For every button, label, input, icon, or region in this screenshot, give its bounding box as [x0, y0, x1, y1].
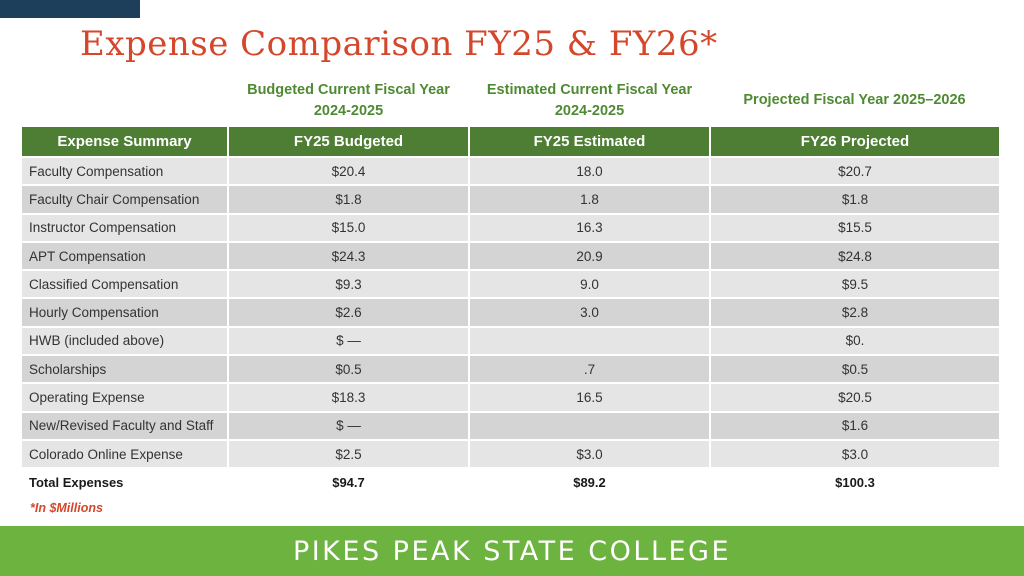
projected-column-heading: Projected Fiscal Year 2025–2026 [710, 90, 999, 111]
budgeted-cell: $15.0 [228, 212, 470, 242]
college-name: PIKES PEAK STATE COLLEGE [292, 535, 732, 567]
row-label: Faculty Compensation [22, 155, 229, 186]
budgeted-cell: $9.3 [228, 269, 470, 299]
projected-cell: $9.5 [710, 269, 999, 299]
estimated-cell: 1.8 [469, 184, 711, 214]
budgeted-cell: $24.3 [228, 240, 470, 271]
total-estimated: $89.2 [469, 467, 711, 496]
estimated-cell: 9.0 [469, 269, 711, 299]
row-label: New/Revised Faculty and Staff [22, 410, 229, 440]
budgeted-heading-line2: 2024-2025 [313, 103, 384, 119]
row-label: Hourly Compensation [22, 297, 229, 327]
budgeted-cell: $2.5 [228, 438, 470, 469]
budgeted-cell: $18.3 [228, 382, 470, 412]
units-note: *In $Millions [30, 501, 103, 515]
table-row: Colorado Online Expense $2.5 $3.0 $3.0 [22, 438, 999, 469]
projected-cell: $1.6 [710, 410, 999, 440]
budgeted-heading-line1: Budgeted Current Fiscal Year [247, 82, 450, 98]
total-label: Total Expenses [22, 467, 229, 496]
projected-cell: $0. [710, 325, 999, 356]
table-row: Operating Expense $18.3 16.5 $20.5 [22, 382, 999, 412]
row-label: Scholarships [22, 354, 229, 384]
budgeted-cell: $1.8 [228, 184, 470, 214]
budgeted-cell: $ — [228, 410, 470, 440]
table-header-row: Expense Summary FY25 Budgeted FY25 Estim… [22, 127, 999, 157]
footer-banner: PIKES PEAK STATE COLLEGE [0, 526, 1024, 576]
projected-cell: $2.8 [710, 297, 999, 327]
table-row: APT Compensation $24.3 20.9 $24.8 [22, 240, 999, 271]
projected-cell: $3.0 [710, 438, 999, 469]
budgeted-cell: $2.6 [228, 297, 470, 327]
budgeted-cell: $20.4 [228, 155, 470, 186]
estimated-cell: 16.5 [469, 382, 711, 412]
estimated-cell [469, 410, 711, 440]
table-row: Faculty Compensation $20.4 18.0 $20.7 [22, 155, 999, 186]
estimated-cell: 20.9 [469, 240, 711, 271]
projected-cell: $20.5 [710, 382, 999, 412]
estimated-cell: .7 [469, 354, 711, 384]
table-row: Faculty Chair Compensation $1.8 1.8 $1.8 [22, 184, 999, 214]
estimated-heading-line2: 2024-2025 [554, 103, 625, 119]
projected-cell: $20.7 [710, 155, 999, 186]
budgeted-cell: $ — [228, 325, 470, 356]
header-fy25-budgeted: FY25 Budgeted [228, 127, 470, 157]
row-label: Faculty Chair Compensation [22, 184, 229, 214]
total-row: Total Expenses $94.7 $89.2 $100.3 [22, 467, 999, 496]
table-row: HWB (included above) $ — $0. [22, 325, 999, 356]
page-title: Expense Comparison FY25 & FY26* [80, 24, 718, 64]
estimated-cell: $3.0 [469, 438, 711, 469]
header-fy25-estimated: FY25 Estimated [469, 127, 711, 157]
row-label: Classified Compensation [22, 269, 229, 299]
estimated-heading-line1: Estimated Current Fiscal Year [486, 82, 693, 98]
estimated-cell [469, 325, 711, 356]
corner-accent-bar [0, 0, 140, 18]
budgeted-cell: $0.5 [228, 354, 470, 384]
header-fy26-projected: FY26 Projected [710, 127, 999, 157]
budgeted-column-heading: Budgeted Current Fiscal Year 2024-2025 [228, 80, 469, 122]
table-row: New/Revised Faculty and Staff $ — $1.6 [22, 410, 999, 440]
total-projected: $100.3 [710, 467, 999, 496]
estimated-column-heading: Estimated Current Fiscal Year 2024-2025 [469, 80, 710, 122]
estimated-cell: 18.0 [469, 155, 711, 186]
projected-cell: $24.8 [710, 240, 999, 271]
expense-table: Expense Summary FY25 Budgeted FY25 Estim… [22, 127, 999, 496]
row-label: Operating Expense [22, 382, 229, 412]
projected-heading-line1: Projected Fiscal Year 2025–2026 [743, 92, 966, 108]
row-label: Colorado Online Expense [22, 438, 229, 469]
table-row: Scholarships $0.5 .7 $0.5 [22, 354, 999, 384]
projected-cell: $15.5 [710, 212, 999, 242]
row-label: Instructor Compensation [22, 212, 229, 242]
table-row: Instructor Compensation $15.0 16.3 $15.5 [22, 212, 999, 242]
row-label: APT Compensation [22, 240, 229, 271]
table-row: Hourly Compensation $2.6 3.0 $2.8 [22, 297, 999, 327]
estimated-cell: 3.0 [469, 297, 711, 327]
total-budgeted: $94.7 [228, 467, 470, 496]
header-expense-summary: Expense Summary [22, 127, 229, 157]
estimated-cell: 16.3 [469, 212, 711, 242]
projected-cell: $1.8 [710, 184, 999, 214]
row-label: HWB (included above) [22, 325, 229, 356]
table-row: Classified Compensation $9.3 9.0 $9.5 [22, 269, 999, 299]
projected-cell: $0.5 [710, 354, 999, 384]
